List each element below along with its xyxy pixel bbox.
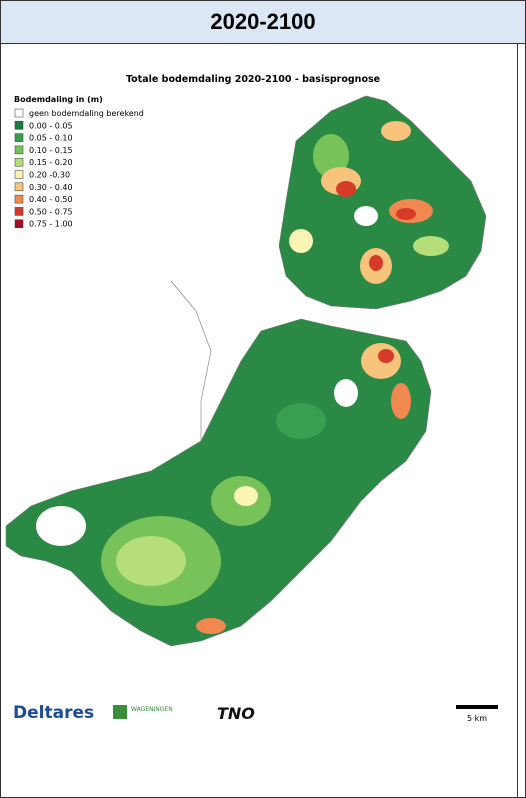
map: Totale bodemdaling 2020-2100 - basisprog… — [5, 74, 498, 723]
logo-wageningen: WAGENINGEN — [131, 706, 173, 713]
legend-swatch — [14, 170, 24, 179]
legend-swatch — [14, 182, 24, 192]
legend-label: 0.40 - 0.50 — [29, 195, 73, 204]
legend-label: 0.15 - 0.20 — [29, 158, 73, 167]
legend-label: 0.30 - 0.40 — [29, 183, 73, 192]
logo-tno: TNO — [217, 704, 255, 723]
legend-swatch — [14, 219, 24, 228]
legend-label: 0.05 - 0.10 — [29, 134, 73, 143]
legend-swatch — [14, 157, 24, 167]
legend-label: 0.20 -0.30 — [29, 171, 70, 180]
map-title: Totale bodemdaling 2020-2100 - basisprog… — [126, 74, 380, 85]
logo-deltares: Deltares — [13, 703, 94, 723]
lower-zones — [36, 343, 411, 634]
legend-swatch — [14, 121, 24, 130]
legend-label: 0.50 - 0.75 — [29, 207, 73, 216]
legend-label: 0.00 - 0.05 — [29, 121, 73, 130]
legend-swatch — [14, 108, 24, 118]
legend-swatch — [14, 133, 24, 142]
upper-zones — [289, 121, 449, 284]
header-title: 2020-2100 — [1, 1, 525, 44]
legend-label: 0.10 - 0.15 — [29, 146, 73, 155]
legend-swatch — [14, 207, 24, 216]
scale-label: 5 km — [467, 714, 487, 723]
legend-swatch — [14, 145, 24, 155]
scale-bar — [456, 705, 498, 709]
legend-swatch — [14, 194, 24, 204]
legend-label: 0.75 - 1.00 — [29, 220, 73, 229]
dike — [170, 280, 212, 441]
divider — [517, 43, 518, 797]
legend-label: geen bodemdaling berekend — [29, 109, 144, 118]
legend: geen bodemdaling berekend 0.00 - 0.05 0.05… — [14, 108, 144, 229]
legend-title: Bodemdaling in (m) — [14, 95, 103, 104]
logo-icon — [113, 705, 127, 719]
